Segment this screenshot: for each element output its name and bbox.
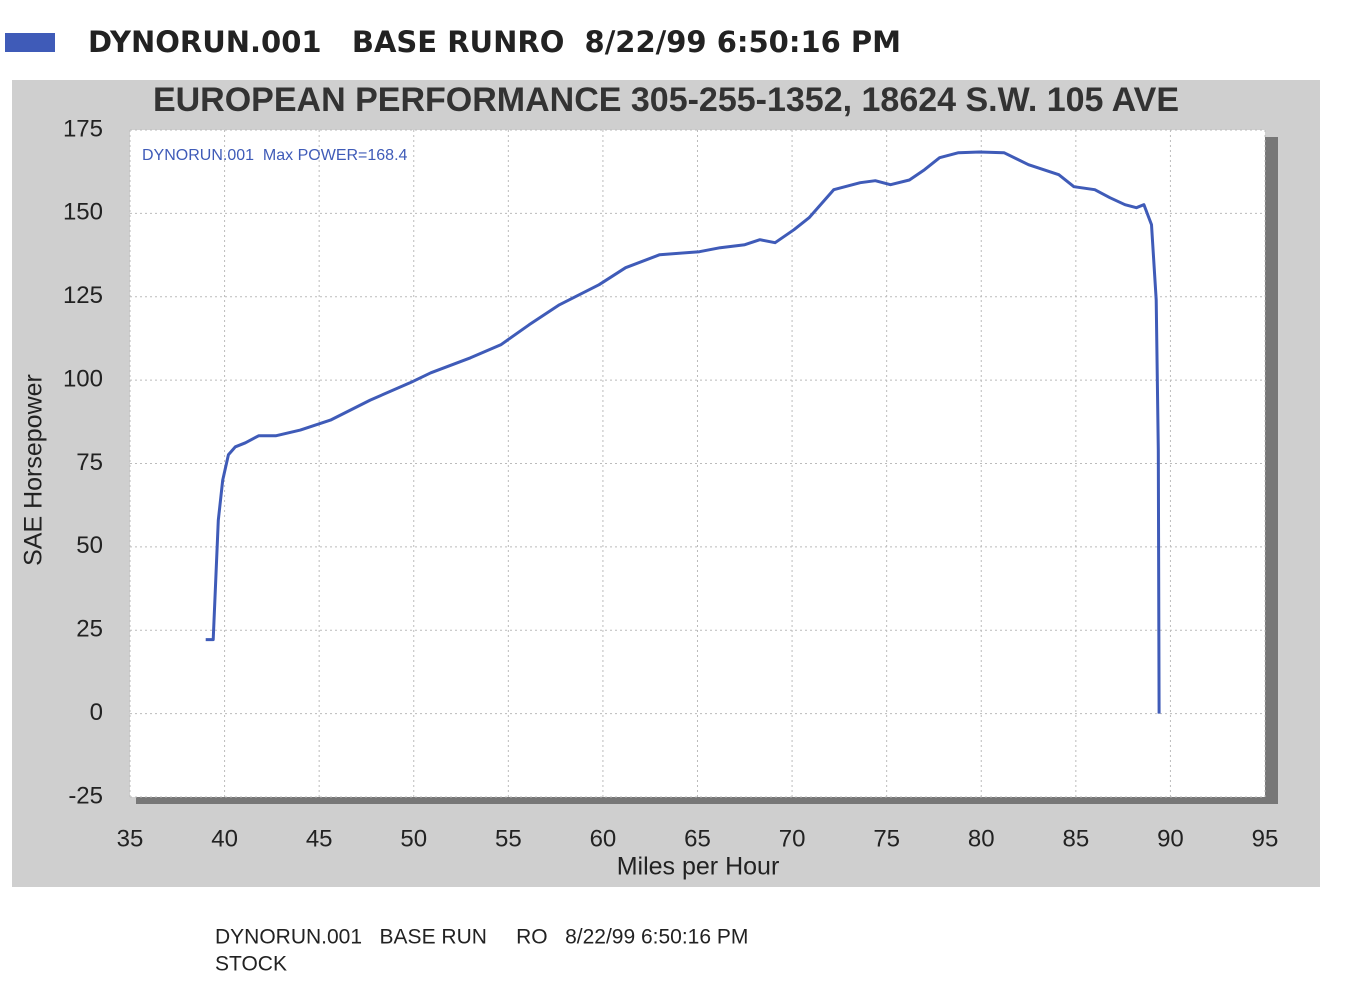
line [205,150,1161,714]
legend-swatch [5,33,55,52]
x-tick-label: 80 [968,825,995,852]
y-tick-label: 175 [63,115,103,142]
y-tick-label: 100 [63,365,103,392]
x-axis-label: Miles per Hour [617,853,780,881]
y-tick-label: 25 [76,616,103,643]
annotation: DYNORUN.001 Max POWER=168.4 [142,147,408,164]
x-tick-label: 50 [400,825,427,852]
x-tick-label: 90 [1157,825,1184,852]
x-tick-label: 60 [590,825,617,852]
y-tick-label: 150 [63,199,103,226]
x-tick-label: 35 [117,825,144,852]
x-tick-label: 40 [211,825,238,852]
y-tick-label: -25 [68,782,103,809]
x-tick-label: 70 [779,825,806,852]
x-tick-label: 65 [684,825,711,852]
footer-text: DYNORUN.001 BASE RUN RO 8/22/99 6:50:16 … [215,926,748,949]
y-tick-label: 125 [63,282,103,309]
x-tick-label: 45 [306,825,333,852]
legend-label: DYNORUN.001 BASE RUNRO 8/22/99 6:50:16 P… [88,25,901,59]
chart-title: EUROPEAN PERFORMANCE 305-255-1352, 18624… [153,81,1179,119]
x-tick-label: 75 [873,825,900,852]
y-tick-label: 0 [90,699,103,726]
footer-text: STOCK [215,953,287,976]
x-tick-label: 55 [495,825,522,852]
y-tick-label: 50 [76,532,103,559]
y-tick-label: 75 [76,449,103,476]
x-tick-label: 95 [1252,825,1279,852]
x-tick-label: 85 [1062,825,1089,852]
y-axis-label: SAE Horsepower [20,374,48,566]
